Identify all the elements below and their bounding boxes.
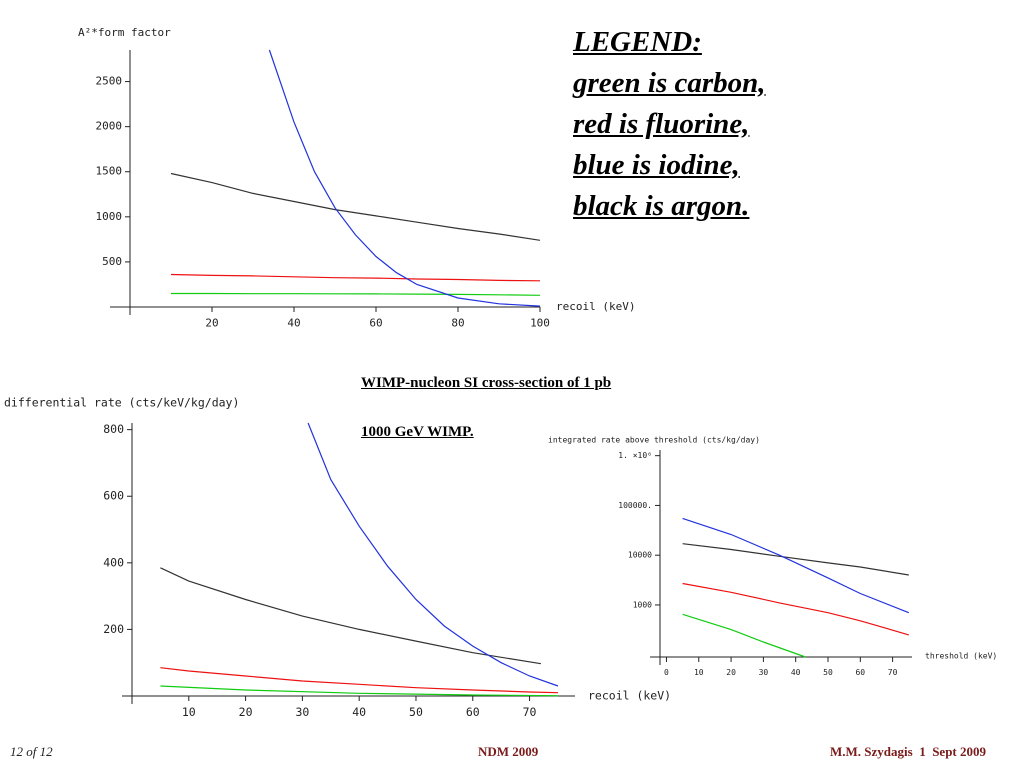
x-tick-label: 30 (295, 705, 309, 719)
x-tick-label: 20 (239, 705, 253, 719)
legend-line: black is argon. (573, 190, 750, 222)
x-tick-label: 40 (352, 705, 366, 719)
legend-line: LEGEND: (573, 26, 702, 58)
series-line (160, 667, 559, 694)
footer-center: NDM 2009 (478, 744, 539, 759)
x-tick-label: 70 (888, 668, 898, 677)
series-line (682, 613, 806, 658)
series-line (682, 582, 909, 636)
y-tick-label: 2000 (96, 120, 123, 133)
x-tick-label: 0 (664, 668, 669, 677)
series-line (160, 685, 559, 697)
x-tick-label: 10 (694, 668, 704, 677)
x-tick-label: 100 (530, 316, 550, 329)
series-line (171, 292, 541, 296)
caption: 1000 GeV WIMP. (361, 424, 474, 440)
x-tick-label: 50 (409, 705, 423, 719)
page-number: 12 of 12 (10, 744, 53, 759)
x-axis-label: recoil (keV) (556, 300, 635, 313)
y-tick-label: 1000 (96, 210, 123, 223)
y-tick-label: 10000 (628, 551, 652, 560)
caption: WIMP-nucleon SI cross-section of 1 pb (361, 375, 612, 391)
series-line (170, 273, 541, 282)
y-axis-label: integrated rate above threshold (cts/kg/… (548, 436, 760, 445)
series-line (307, 422, 559, 687)
y-tick-label: 600 (103, 489, 124, 503)
y-tick-label: 1000 (633, 600, 652, 609)
x-tick-label: 80 (451, 316, 464, 329)
y-axis-label: differential rate (cts/keV/kg/day) (4, 396, 239, 410)
x-tick-label: 60 (466, 705, 480, 719)
y-tick-label: 800 (103, 422, 124, 436)
y-tick-label: 1500 (96, 165, 123, 178)
y-tick-label: 100000. (618, 501, 652, 510)
footer-right: M.M. Szydagis 1 Sept 2009 (830, 744, 986, 759)
y-tick-label: 200 (103, 622, 124, 636)
x-tick-label: 60 (855, 668, 865, 677)
x-tick-label: 40 (791, 668, 801, 677)
legend-line: green is carbon, (573, 67, 766, 99)
series-line (160, 567, 541, 665)
x-tick-label: 70 (523, 705, 537, 719)
series-line (268, 49, 541, 307)
x-axis-label: threshold (keV) (925, 652, 997, 661)
y-tick-label: 500 (102, 255, 122, 268)
y-tick-label: 1. ×10⁶ (618, 451, 652, 460)
x-tick-label: 10 (182, 705, 196, 719)
series-line (682, 517, 910, 614)
x-tick-label: 50 (823, 668, 833, 677)
x-tick-label: 20 (205, 316, 218, 329)
x-axis-label: recoil (keV) (588, 689, 671, 703)
legend-line: red is fluorine, (573, 108, 750, 140)
x-tick-label: 40 (287, 316, 300, 329)
x-tick-label: 30 (759, 668, 769, 677)
series-line (170, 172, 541, 241)
y-tick-label: 400 (103, 555, 124, 569)
x-tick-label: 60 (369, 316, 382, 329)
y-tick-label: 2500 (96, 75, 123, 88)
y-axis-label: A²*form factor (78, 26, 171, 39)
x-tick-label: 20 (726, 668, 736, 677)
series-line (682, 543, 909, 576)
legend-line: blue is iodine, (573, 149, 740, 181)
